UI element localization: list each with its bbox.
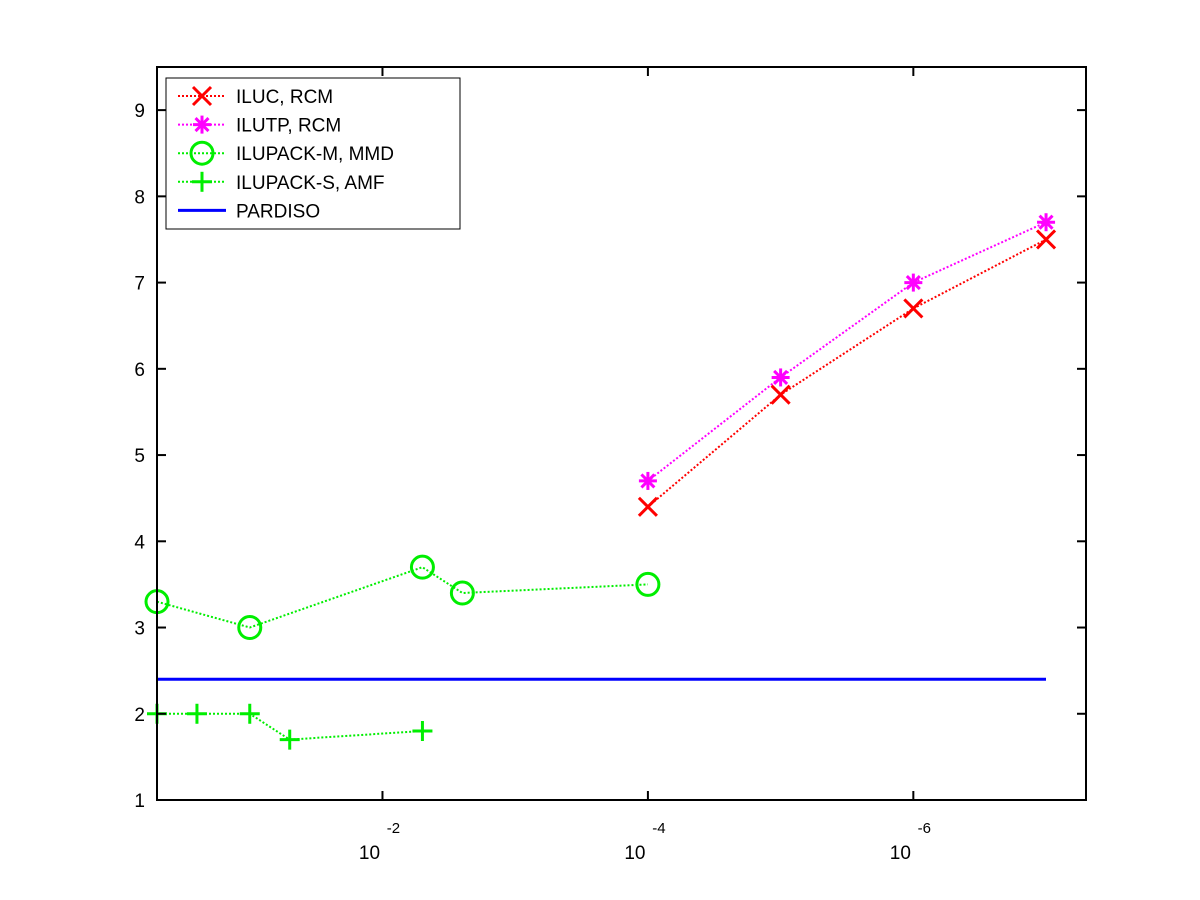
plot-frame xyxy=(156,66,1087,801)
legend-label: PARDISO xyxy=(236,201,320,222)
marker-stroke xyxy=(1035,229,1057,250)
legend-entry: ILUPACK-S, AMF xyxy=(178,171,385,194)
legend-entry: ILUTP, RCM xyxy=(178,115,341,137)
marker-stroke xyxy=(189,140,215,166)
y-tick-label: 5 xyxy=(134,446,145,467)
legend-marker xyxy=(189,140,215,166)
series-0 xyxy=(637,229,1057,517)
axis-layer: 1 2 3 4 5 6 7 8 9 10 -2 10 -4 10 -6 xyxy=(134,67,1086,864)
legend-marker xyxy=(191,85,213,107)
data-point xyxy=(186,703,207,724)
marker-stroke xyxy=(905,275,921,291)
y-tick-label: 2 xyxy=(134,705,145,726)
marker-stroke xyxy=(449,580,475,606)
marker-stroke xyxy=(637,496,658,517)
legend-marker xyxy=(193,115,211,134)
marker-stroke xyxy=(409,554,435,580)
x-tick-label-base: 10 xyxy=(359,843,380,864)
data-point xyxy=(409,554,435,580)
marker-stroke xyxy=(1038,214,1054,230)
data-point xyxy=(771,368,790,387)
data-point xyxy=(449,580,475,606)
y-tick-label: 9 xyxy=(134,101,145,122)
series-line xyxy=(156,566,648,629)
data-point xyxy=(635,571,661,597)
x-tick-label-base: 10 xyxy=(624,843,645,864)
legend: ILUC, RCM ILUTP, RCM ILUPACK-M, MMD ILUPACK… xyxy=(165,77,461,230)
y-tick-label: 6 xyxy=(134,360,145,381)
series-layer xyxy=(144,213,1057,750)
x-tick-label-exponent: -4 xyxy=(652,820,665,837)
data-point xyxy=(637,496,658,517)
y-tick-label: 4 xyxy=(134,532,145,553)
legend-label: ILUPACK-M, MMD xyxy=(236,144,394,165)
data-point xyxy=(770,384,791,405)
legend-entry: ILUPACK-M, MMD xyxy=(178,140,394,166)
data-point xyxy=(1037,213,1056,232)
marker-stroke xyxy=(773,369,789,385)
x-tick-label-base: 10 xyxy=(890,843,911,864)
series-line xyxy=(647,238,1047,508)
x-tick-label-exponent: -6 xyxy=(918,820,931,837)
y-tick-label: 3 xyxy=(134,619,145,640)
marker-stroke xyxy=(640,473,656,489)
data-point xyxy=(237,615,263,641)
legend-label: ILUTP, RCM xyxy=(236,116,341,137)
data-point xyxy=(412,721,433,742)
data-point xyxy=(279,729,300,750)
data-point xyxy=(638,471,657,490)
legend-entry: ILUC, RCM xyxy=(178,85,333,108)
series-1 xyxy=(638,213,1056,490)
series-line xyxy=(647,221,1047,482)
y-tick-label: 7 xyxy=(134,274,145,295)
marker-stroke xyxy=(903,298,924,319)
legend-marker xyxy=(192,171,212,192)
legend-label: ILUPACK-S, AMF xyxy=(236,173,385,194)
legend-label: ILUC, RCM xyxy=(236,87,333,108)
data-point xyxy=(904,273,923,292)
y-tick-label: 1 xyxy=(134,791,145,812)
marker-stroke xyxy=(770,384,791,405)
data-point xyxy=(239,703,260,724)
data-point xyxy=(1035,229,1057,250)
marker-stroke xyxy=(194,117,210,133)
legend-entry: PARDISO xyxy=(178,201,320,222)
marker-stroke xyxy=(191,85,213,107)
y-tick-label: 8 xyxy=(134,187,145,208)
x-tick-label-exponent: -2 xyxy=(387,820,400,837)
data-point xyxy=(903,298,924,319)
marker-stroke xyxy=(635,571,661,597)
marker-stroke xyxy=(237,615,263,641)
